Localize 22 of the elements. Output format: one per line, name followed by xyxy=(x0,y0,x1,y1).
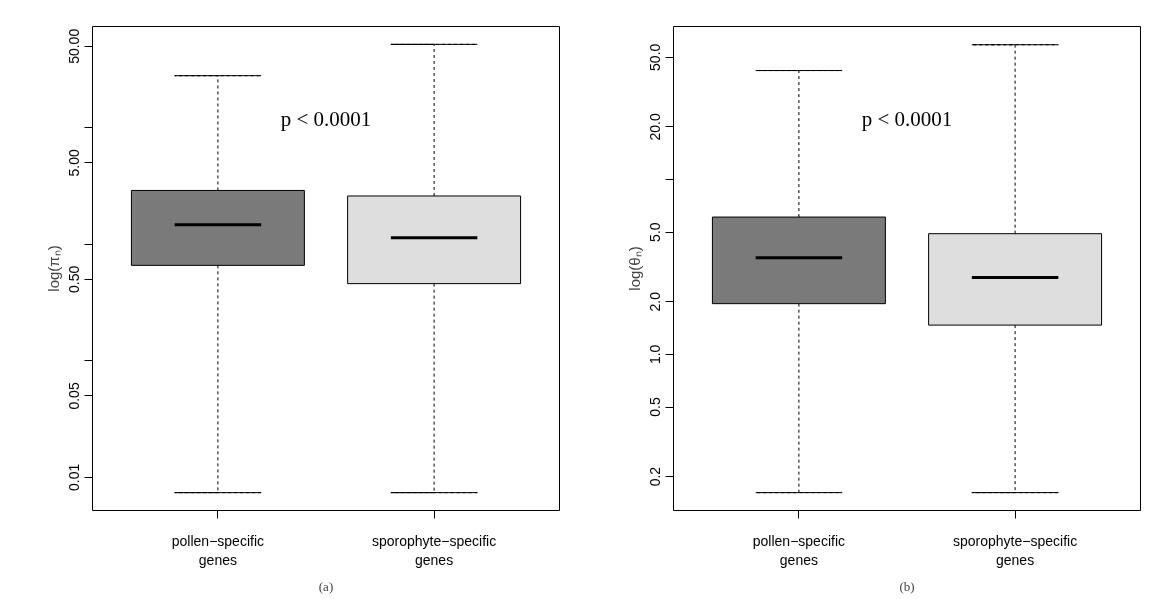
y-tick-label: 20.0 xyxy=(647,113,664,141)
x-tick-label: sporophyte−specific genes xyxy=(953,532,1078,568)
y-tick-label: 5.00 xyxy=(66,149,83,177)
y-tick-label: 50.0 xyxy=(647,43,664,71)
x-tick-label: pollen−specific genes xyxy=(171,532,265,568)
y-tick-label: 0.05 xyxy=(66,382,83,410)
text: (b) xyxy=(899,578,915,594)
y-tick-label: 0.50 xyxy=(66,265,83,294)
annotation: p < 0.0001 xyxy=(280,106,372,131)
y-tick-label: 1.0 xyxy=(647,344,664,365)
y-tick-label: 0.01 xyxy=(66,463,83,492)
y-tick-label: 0.2 xyxy=(647,466,664,487)
y-tick-label: 50.00 xyxy=(66,28,83,64)
y-tick-label: 0.5 xyxy=(647,397,664,417)
text: (a) xyxy=(318,578,334,594)
y-tick-label: 2.0 xyxy=(647,291,664,312)
annotation: p < 0.0001 xyxy=(861,106,953,131)
y-axis-title: log(θₙ) xyxy=(625,246,643,291)
x-tick-label: sporophyte−specific genes xyxy=(372,532,497,568)
y-axis-title: log(πₙ) xyxy=(44,245,62,292)
y-tick-label: 5.0 xyxy=(647,222,664,242)
x-tick-label: pollen−specific genes xyxy=(752,532,846,568)
